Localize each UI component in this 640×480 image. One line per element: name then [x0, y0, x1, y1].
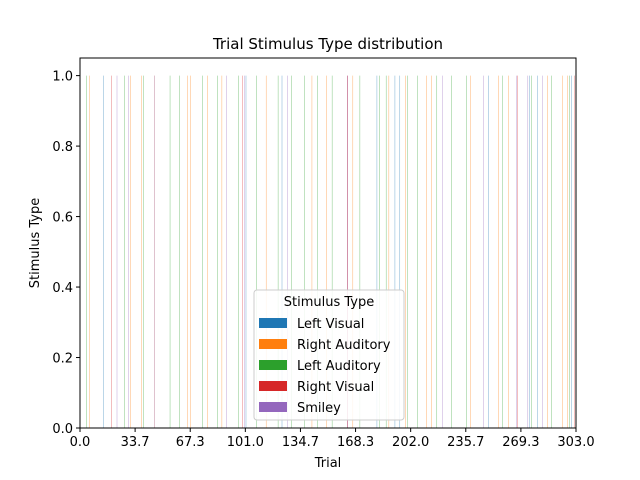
y-tick-label: 0.8: [52, 140, 73, 155]
x-tick-label: 269.3: [502, 435, 539, 450]
legend-label-left-visual: Left Visual: [297, 317, 364, 332]
y-tick-label: 1.0: [52, 70, 73, 85]
x-axis-label: Trial: [314, 456, 342, 471]
y-axis: 0.0 0.2 0.4 0.6 0.8 1.0: [52, 70, 80, 437]
legend-swatch-smiley: [259, 402, 287, 412]
legend-swatch-left-auditory: [259, 360, 287, 370]
legend-swatch-right-auditory: [259, 339, 287, 349]
x-tick-label: 235.7: [447, 435, 484, 450]
x-tick-label: 0.0: [70, 435, 91, 450]
legend-box: [253, 289, 405, 421]
legend-label-left-auditory: Left Auditory: [297, 359, 381, 374]
x-tick-label: 303.0: [557, 435, 594, 450]
y-tick-label: 0.4: [52, 281, 73, 296]
x-tick-label: 101.0: [227, 435, 264, 450]
legend-title: Stimulus Type: [284, 295, 374, 310]
x-tick-label: 67.3: [176, 435, 205, 450]
x-axis: 0.0 33.7 67.3 101.0 134.7 168.3 202.0 235.7 269.…: [70, 428, 595, 450]
chart-title: Trial Stimulus Type distribution: [212, 35, 443, 53]
legend-label-right-visual: Right Visual: [297, 380, 374, 395]
x-tick-label: 134.7: [282, 435, 319, 450]
x-tick-label: 168.3: [337, 435, 374, 450]
bars-layer: [86, 75, 575, 429]
x-tick-label: 33.7: [121, 435, 150, 450]
legend-label-right-auditory: Right Auditory: [297, 338, 391, 353]
y-tick-label: 0.2: [52, 352, 73, 367]
y-axis-label: Stimulus Type: [28, 198, 43, 288]
y-tick-label: 0.6: [52, 211, 73, 226]
plot-frame: [79, 57, 577, 429]
legend-swatch-left-visual: [259, 318, 287, 328]
y-tick-label: 0.0: [52, 422, 73, 437]
legend-items: Left Visual Right Auditory Left Auditory Ri…: [259, 317, 391, 416]
legend-label-smiley: Smiley: [297, 401, 341, 416]
x-tick-label: 202.0: [392, 435, 429, 450]
legend-swatch-right-visual: [259, 381, 287, 391]
